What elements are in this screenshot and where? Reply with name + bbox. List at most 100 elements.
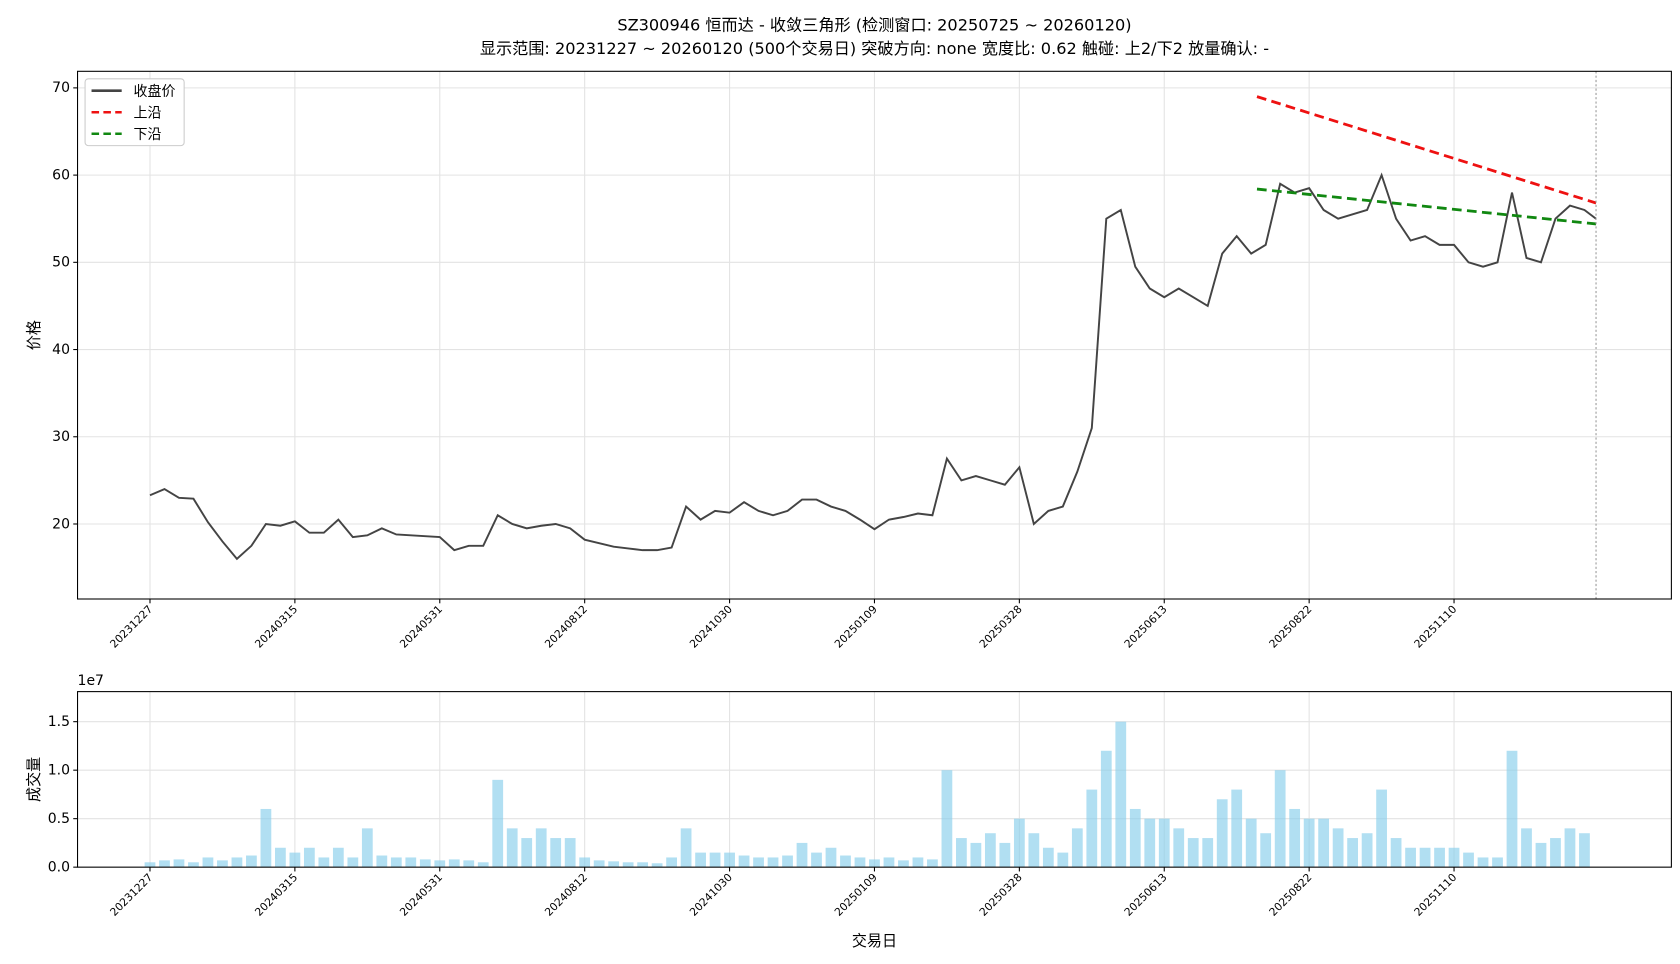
volume-bar — [361, 828, 373, 868]
volume-bar — [535, 828, 547, 868]
volume-bar — [1434, 847, 1445, 868]
volume-bar — [550, 838, 562, 868]
volume-bar — [405, 857, 417, 868]
volume-bar — [1173, 828, 1185, 868]
volume-bar — [1477, 857, 1489, 868]
volume-bar — [869, 859, 880, 868]
volume-bar — [1390, 838, 1402, 868]
y-axis-label: 成交量 — [25, 757, 43, 802]
legend-label: 收盘价 — [134, 83, 176, 100]
volume-bar — [159, 860, 170, 868]
plot-frame — [77, 691, 1672, 868]
x-tick-label: 20250328 — [977, 603, 1025, 651]
volume-bar — [1448, 847, 1460, 868]
volume-bar — [144, 862, 156, 868]
volume-bar — [1376, 789, 1387, 868]
x-tick-label: 20250109 — [832, 603, 880, 651]
volume-bar — [217, 860, 228, 868]
volume-bar — [1100, 750, 1112, 868]
volume-bar — [1303, 818, 1315, 868]
volume-bar — [1057, 852, 1069, 868]
volume-bar — [608, 861, 620, 868]
volume-bar — [246, 855, 257, 868]
volume-bar — [332, 847, 344, 868]
volume-bar — [695, 852, 706, 868]
volume-bar — [1071, 828, 1083, 868]
offset-label: 1e7 — [78, 673, 104, 689]
x-tick-label: 20250613 — [1122, 871, 1170, 919]
x-tick-label: 20250109 — [832, 871, 880, 919]
x-tick-label: 20240531 — [397, 603, 445, 651]
line-series — [1256, 95, 1597, 205]
volume-bar — [1419, 847, 1431, 868]
x-tick-label: 20241030 — [687, 603, 735, 651]
volume-bar — [1028, 833, 1040, 868]
volume-bar — [927, 859, 938, 868]
volume-bar — [622, 862, 634, 868]
volume-bar — [1013, 818, 1025, 868]
volume-bar — [854, 857, 866, 868]
volume-bar — [492, 779, 504, 868]
volume-bar — [883, 857, 895, 868]
y-tick-label: 20 — [52, 516, 70, 532]
legend-label: 上沿 — [134, 106, 162, 122]
x-tick-label: 20250822 — [1267, 871, 1315, 919]
volume-bar — [1158, 818, 1170, 868]
volume-bar — [738, 855, 750, 868]
volume-bar — [1042, 847, 1054, 868]
volume-bar — [956, 838, 967, 868]
y-tick-label: 0.0 — [48, 859, 70, 875]
x-tick-label: 20250822 — [1267, 603, 1315, 651]
y-tick-label: 40 — [52, 342, 70, 358]
volume-bar — [1332, 828, 1344, 868]
volume-bar — [1144, 818, 1156, 868]
volume-bar — [390, 857, 402, 868]
volume-bar — [898, 860, 909, 868]
volume-bar — [564, 838, 576, 868]
volume-bar — [666, 857, 677, 868]
volume-bar — [419, 859, 431, 868]
x-tick-label: 20240812 — [542, 871, 590, 919]
x-tick-label: 20250613 — [1122, 603, 1170, 651]
volume-bar — [796, 842, 808, 868]
line-series — [149, 172, 1597, 561]
chart-subtitle: 显示范围: 20231227 ~ 20260120 (500个交易日) 突破方向… — [480, 39, 1269, 58]
volume-bar — [1274, 770, 1286, 868]
volume-bar — [289, 852, 301, 868]
x-tick-label: 20251110 — [1412, 871, 1460, 919]
volume-bar — [811, 852, 822, 868]
volume-bar — [579, 857, 591, 868]
volume-bar — [275, 847, 286, 868]
volume-bar — [984, 833, 996, 868]
volume-bar — [767, 857, 779, 868]
volume-bar — [753, 857, 764, 868]
volume-bar — [1129, 808, 1141, 868]
volume-bar — [1086, 789, 1098, 868]
volume-bar — [1564, 828, 1576, 868]
volume-bar — [477, 862, 489, 868]
volume-bar — [188, 862, 199, 868]
volume-bar — [680, 828, 692, 868]
legend-box — [84, 78, 185, 147]
y-tick-label: 70 — [52, 80, 70, 96]
y-tick-label: 1.0 — [48, 762, 70, 778]
x-axis-label: 交易日 — [852, 932, 897, 950]
volume-bar — [1202, 838, 1214, 868]
volume-bar — [1187, 838, 1199, 868]
volume-bar — [1550, 838, 1561, 868]
volume-bar — [1535, 842, 1547, 868]
x-tick-label: 20240531 — [397, 871, 445, 919]
volume-bar — [825, 847, 837, 868]
volume-bar — [970, 842, 982, 868]
volume-bar — [593, 860, 605, 868]
y-tick-label: 50 — [52, 255, 70, 271]
legend-label: 下沿 — [134, 127, 162, 143]
x-tick-label: 20240315 — [252, 871, 300, 919]
volume-bar — [1579, 833, 1590, 868]
plot-frame — [77, 70, 1672, 600]
volume-bar — [376, 855, 388, 868]
x-tick-label: 20231227 — [107, 871, 155, 919]
volume-bar — [173, 859, 185, 868]
x-tick-label: 20240315 — [252, 603, 300, 651]
